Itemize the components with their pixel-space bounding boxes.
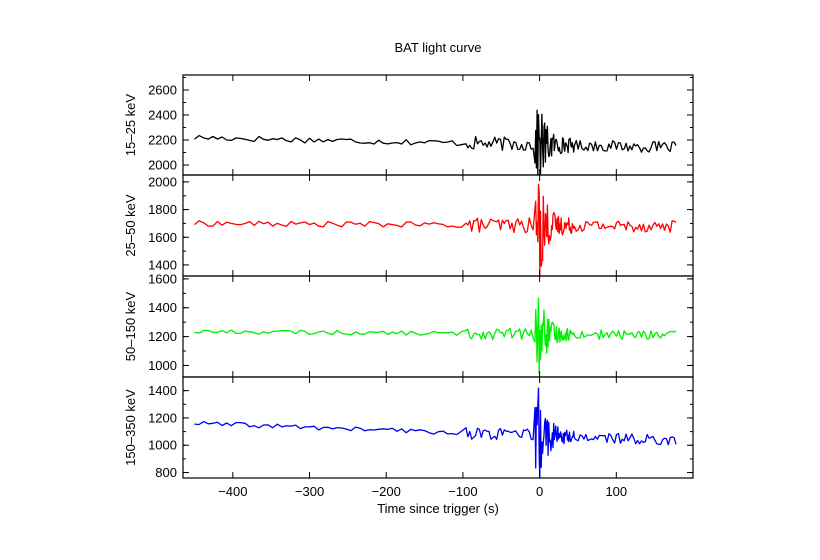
y-tick-label: 2000: [148, 158, 177, 173]
x-axis-label: Time since trigger (s): [377, 501, 499, 516]
y-tick-label: 1400: [148, 383, 177, 398]
y-tick-label: 1400: [148, 257, 177, 272]
y-tick-label: 2200: [148, 133, 177, 148]
panel-frame: [182, 376, 694, 479]
x-tick-label: 0: [536, 484, 543, 499]
x-tick-label: 100: [605, 484, 627, 499]
y-tick-label: 1200: [148, 410, 177, 425]
chart-title: BAT light curve: [395, 40, 482, 55]
y-axis-label: 25–50 keV: [123, 194, 138, 256]
y-tick-label: 800: [155, 465, 177, 480]
series-line-2: [194, 183, 677, 276]
x-tick-labels: −400 −300 −200 −100 0 100: [218, 484, 627, 499]
panel-frame: [182, 74, 694, 176]
y-axis-label: 50–150 keV: [123, 291, 138, 361]
series-line-3: [194, 297, 677, 375]
y-tick-label: 1800: [148, 202, 177, 217]
panel-4: 800 1000 1200 1400 150–350 keV: [123, 376, 694, 480]
panel-1: 2000 2200 2400 2600 15–25 keV: [123, 74, 694, 176]
y-tick-label: 1000: [148, 358, 177, 373]
panel-3: 1000 1200 1400 1600 50–150 keV: [123, 271, 694, 378]
x-tick-label: −200: [372, 484, 401, 499]
y-tick-label: 1600: [148, 271, 177, 286]
x-tick-label: −100: [448, 484, 477, 499]
x-tick-label: −400: [218, 484, 247, 499]
y-tick-label: 1400: [148, 300, 177, 315]
y-tick-label: 2000: [148, 174, 177, 189]
x-tick-label: −300: [295, 484, 324, 499]
series-line-4: [194, 387, 677, 478]
panel-frame: [182, 275, 694, 378]
y-tick-label: 2600: [148, 83, 177, 98]
y-tick-label: 1000: [148, 438, 177, 453]
y-axis-label: 15–25 keV: [123, 94, 138, 156]
y-tick-label: 1200: [148, 329, 177, 344]
y-axis-label: 150–350 keV: [123, 389, 138, 466]
panel-2: 1400 1600 1800 2000 25–50 keV: [123, 174, 694, 277]
series-line-1: [194, 109, 677, 176]
y-tick-label: 2400: [148, 108, 177, 123]
y-tick-label: 1600: [148, 230, 177, 245]
panel-frame: [182, 174, 694, 277]
